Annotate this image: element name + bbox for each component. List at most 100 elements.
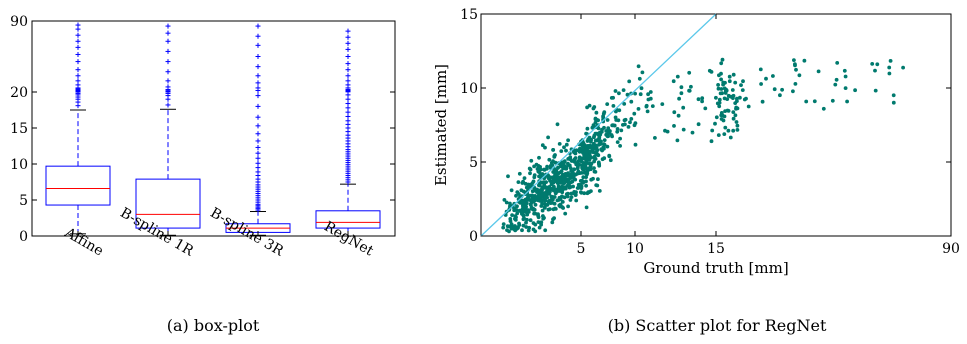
scatter-point bbox=[582, 154, 587, 158]
scatter-point bbox=[703, 106, 708, 111]
scatter-point bbox=[561, 187, 565, 192]
scatter-point bbox=[726, 109, 731, 113]
scatter-point bbox=[689, 84, 693, 89]
scatter-point bbox=[581, 175, 586, 180]
scatter-point bbox=[566, 138, 570, 143]
scatter-point bbox=[588, 167, 593, 172]
scatter-point bbox=[587, 149, 592, 154]
scatter-point bbox=[559, 169, 564, 174]
outlier-marker bbox=[345, 96, 351, 102]
scatter-point bbox=[567, 185, 572, 190]
scatter-point bbox=[531, 194, 536, 199]
scatter-point bbox=[586, 137, 591, 142]
outlier-marker bbox=[165, 59, 171, 65]
scatter-point bbox=[521, 179, 525, 184]
scatter-point bbox=[710, 128, 715, 133]
scatter-point bbox=[539, 222, 543, 227]
scatter-point bbox=[716, 86, 721, 91]
scatter-point bbox=[556, 166, 560, 170]
scatter-point bbox=[834, 77, 839, 82]
scatter-point bbox=[589, 161, 594, 166]
scatter-point bbox=[594, 145, 599, 150]
scatter-point bbox=[577, 158, 582, 163]
outlier-marker bbox=[255, 42, 261, 48]
scatter-point bbox=[733, 80, 738, 85]
scatter-point bbox=[566, 177, 571, 182]
scatter-point bbox=[719, 61, 724, 66]
scatter-point bbox=[675, 138, 680, 143]
scatter-point bbox=[891, 100, 896, 105]
scatter-point bbox=[873, 68, 877, 73]
scatter-point bbox=[583, 148, 587, 153]
scatter-point bbox=[599, 139, 603, 144]
outlier-marker bbox=[75, 73, 81, 79]
scatter-point bbox=[582, 170, 587, 175]
scatter-point bbox=[524, 185, 529, 190]
outlier-marker bbox=[75, 59, 81, 65]
scatter-point bbox=[835, 61, 840, 65]
scatter-point bbox=[512, 227, 516, 232]
scatter-point bbox=[585, 126, 590, 131]
scatter-point bbox=[671, 79, 676, 84]
scatter-point bbox=[568, 155, 573, 160]
scatter-point bbox=[615, 140, 620, 145]
scatter-point bbox=[645, 109, 650, 114]
outlier-marker bbox=[345, 73, 351, 79]
scatter-plot-chart: 0 5 10 15 5 10 15 90 Ground truth [mm] Estimat… bbox=[432, 7, 960, 335]
scatter-point bbox=[528, 218, 533, 223]
scatter-point bbox=[525, 212, 530, 217]
scatter-point bbox=[571, 174, 576, 179]
box-plot-caption: (a) box-plot bbox=[167, 316, 260, 335]
scatter-point bbox=[734, 106, 738, 111]
y-tick-label: 5 bbox=[469, 155, 478, 171]
scatter-point bbox=[521, 217, 526, 222]
scatter-point bbox=[607, 153, 612, 158]
scatter-point bbox=[731, 110, 736, 114]
scatter-point bbox=[719, 113, 724, 118]
scatter-point bbox=[629, 99, 634, 104]
scatter-point bbox=[582, 191, 587, 196]
scatter-point bbox=[592, 159, 596, 164]
outlier-marker bbox=[255, 150, 261, 156]
scatter-point bbox=[830, 98, 835, 103]
scatter-point bbox=[791, 89, 795, 94]
outlier-marker bbox=[255, 160, 261, 166]
y-tick-label: 5 bbox=[19, 193, 28, 209]
scatter-point bbox=[553, 206, 557, 211]
scatter-point bbox=[780, 87, 784, 92]
scatter-point bbox=[608, 129, 612, 133]
outlier-marker bbox=[255, 85, 261, 91]
scatter-point bbox=[713, 121, 717, 126]
outlier-marker bbox=[345, 118, 351, 124]
scatter-point bbox=[552, 154, 557, 159]
scatter-x-axis-label: Ground truth [mm] bbox=[643, 259, 788, 277]
scatter-point bbox=[555, 189, 559, 194]
scatter-point bbox=[802, 58, 807, 63]
box-1 bbox=[135, 23, 201, 236]
scatter-point bbox=[584, 159, 589, 163]
scatter-point bbox=[601, 115, 606, 120]
scatter-point bbox=[731, 72, 736, 77]
scatter-point bbox=[606, 134, 610, 139]
scatter-point bbox=[605, 144, 610, 149]
scatter-point bbox=[507, 229, 511, 234]
y-tick-label: 10 bbox=[460, 81, 478, 97]
scatter-point bbox=[633, 142, 638, 147]
scatter-point bbox=[521, 204, 525, 209]
scatter-point bbox=[541, 214, 545, 218]
scatter-point bbox=[558, 202, 563, 207]
scatter-point bbox=[547, 189, 552, 194]
scatter-point bbox=[576, 169, 581, 174]
scatter-point bbox=[525, 217, 529, 222]
scatter-point bbox=[722, 86, 727, 91]
box-plot-x-ticks: Affine B-spline 1R B-spline 3R RegNet bbox=[61, 205, 376, 260]
scatter-point bbox=[714, 95, 718, 100]
scatter-point bbox=[771, 74, 775, 78]
scatter-point bbox=[721, 80, 726, 85]
scatter-point bbox=[562, 160, 566, 165]
scatter-point bbox=[592, 169, 597, 174]
scatter-point bbox=[722, 132, 727, 137]
scatter-point bbox=[535, 167, 540, 171]
